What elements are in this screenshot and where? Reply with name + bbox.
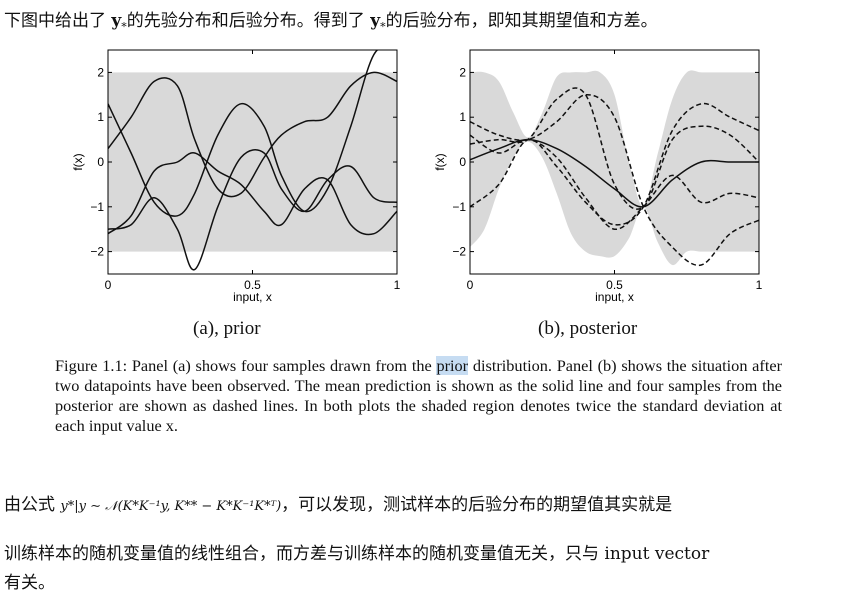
body-paragraph-2: 训练样本的随机变量值的线性组合，而方差与训练样本的随机变量值无关，只与 inpu… [4,544,710,564]
y-tick-label: −1 [452,200,466,214]
y-tick-label: 1 [459,110,466,124]
caption-post: distribution. Panel (b) shows the situat… [55,356,783,435]
intro-line: 下图中给出了 y*的先验分布和后验分布。得到了 y*的后验分布，即知其期望值和方… [4,6,658,33]
x-axis-label: input, x [233,290,272,304]
std-band [108,72,397,252]
posterior-sample-line-4 [470,102,759,226]
para1-post: ，可以发现，测试样本的后验分布的期望值其实就是 [281,495,673,515]
y-tick-label: 1 [97,110,104,124]
intro-bold-y: y [111,11,122,31]
figure-panels: 2 1 0 −1 −2 0 0.5 1 input, x f(x) 2 1 0 −1 −2 0 0.5 1 inp… [71,49,763,304]
intro-part2: 的先验分布和后验分布。得到了 [126,11,371,31]
panel-b-posterior: 2 1 0 −1 −2 0 0.5 1 input, x f(x) [433,49,763,304]
y-tick-label: −1 [90,200,104,214]
x-tick-label: 0 [105,278,112,292]
plot-area [470,70,759,267]
caption-highlight: prior [436,356,469,375]
y-tick-label: −2 [452,245,466,259]
panel-a-prior: 2 1 0 −1 −2 0 0.5 1 input, x f(x) [71,49,401,304]
sample-line-1 [108,71,397,198]
intro-bold-y-2: y [370,11,381,31]
intro-sub-star-2: * [380,20,386,34]
figure-caption: Figure 1.1: Panel (a) shows four samples… [55,356,782,436]
sample-line-3 [108,152,397,236]
y-tick-label: 2 [97,65,104,79]
y-tick-label: 0 [97,155,104,169]
intro-part1: 下图中给出了 [4,11,112,31]
plot-area [108,50,397,271]
sample-line-0 [108,50,379,217]
posterior-sample-line-3 [470,134,759,230]
posterior-sample-line-1 [470,94,759,267]
y-axis-label: f(x) [433,153,447,170]
y-axis-label: f(x) [71,153,85,170]
para1-pre: 由公式 [4,495,61,515]
intro-part3: 的后验分布，即知其期望值和方差。 [385,11,658,31]
y-tick-label: −2 [90,245,104,259]
x-tick-label: 0.5 [606,278,623,292]
panel-a-label: (a), prior [193,318,261,339]
x-tick-label: 0 [467,278,474,292]
posterior-sample-line-2 [470,87,759,210]
panel-b-label: (b), posterior [538,318,638,339]
std-band [470,70,759,266]
body-paragraph-3: 有关。 [4,573,55,593]
x-axis-label: input, x [595,290,634,304]
x-tick-label: 1 [756,278,763,292]
mean-line-0 [470,138,759,208]
gp-posterior-formula: y*|y ∼ 𝒩(K*K⁻¹y, K** − K*K⁻¹K*ᵀ) [60,499,282,514]
y-tick-label: 2 [459,65,466,79]
intro-sub-star: * [121,20,127,34]
x-tick-label: 1 [394,278,401,292]
x-tick-label: 0.5 [244,278,261,292]
caption-pre: Figure 1.1: Panel (a) shows four samples… [55,356,437,375]
sample-line-2 [108,149,397,271]
y-tick-label: 0 [459,155,466,169]
body-paragraph-1: 由公式 y*|y ∼ 𝒩(K*K⁻¹y, K** − K*K⁻¹K*ᵀ)，可以发… [4,490,672,515]
